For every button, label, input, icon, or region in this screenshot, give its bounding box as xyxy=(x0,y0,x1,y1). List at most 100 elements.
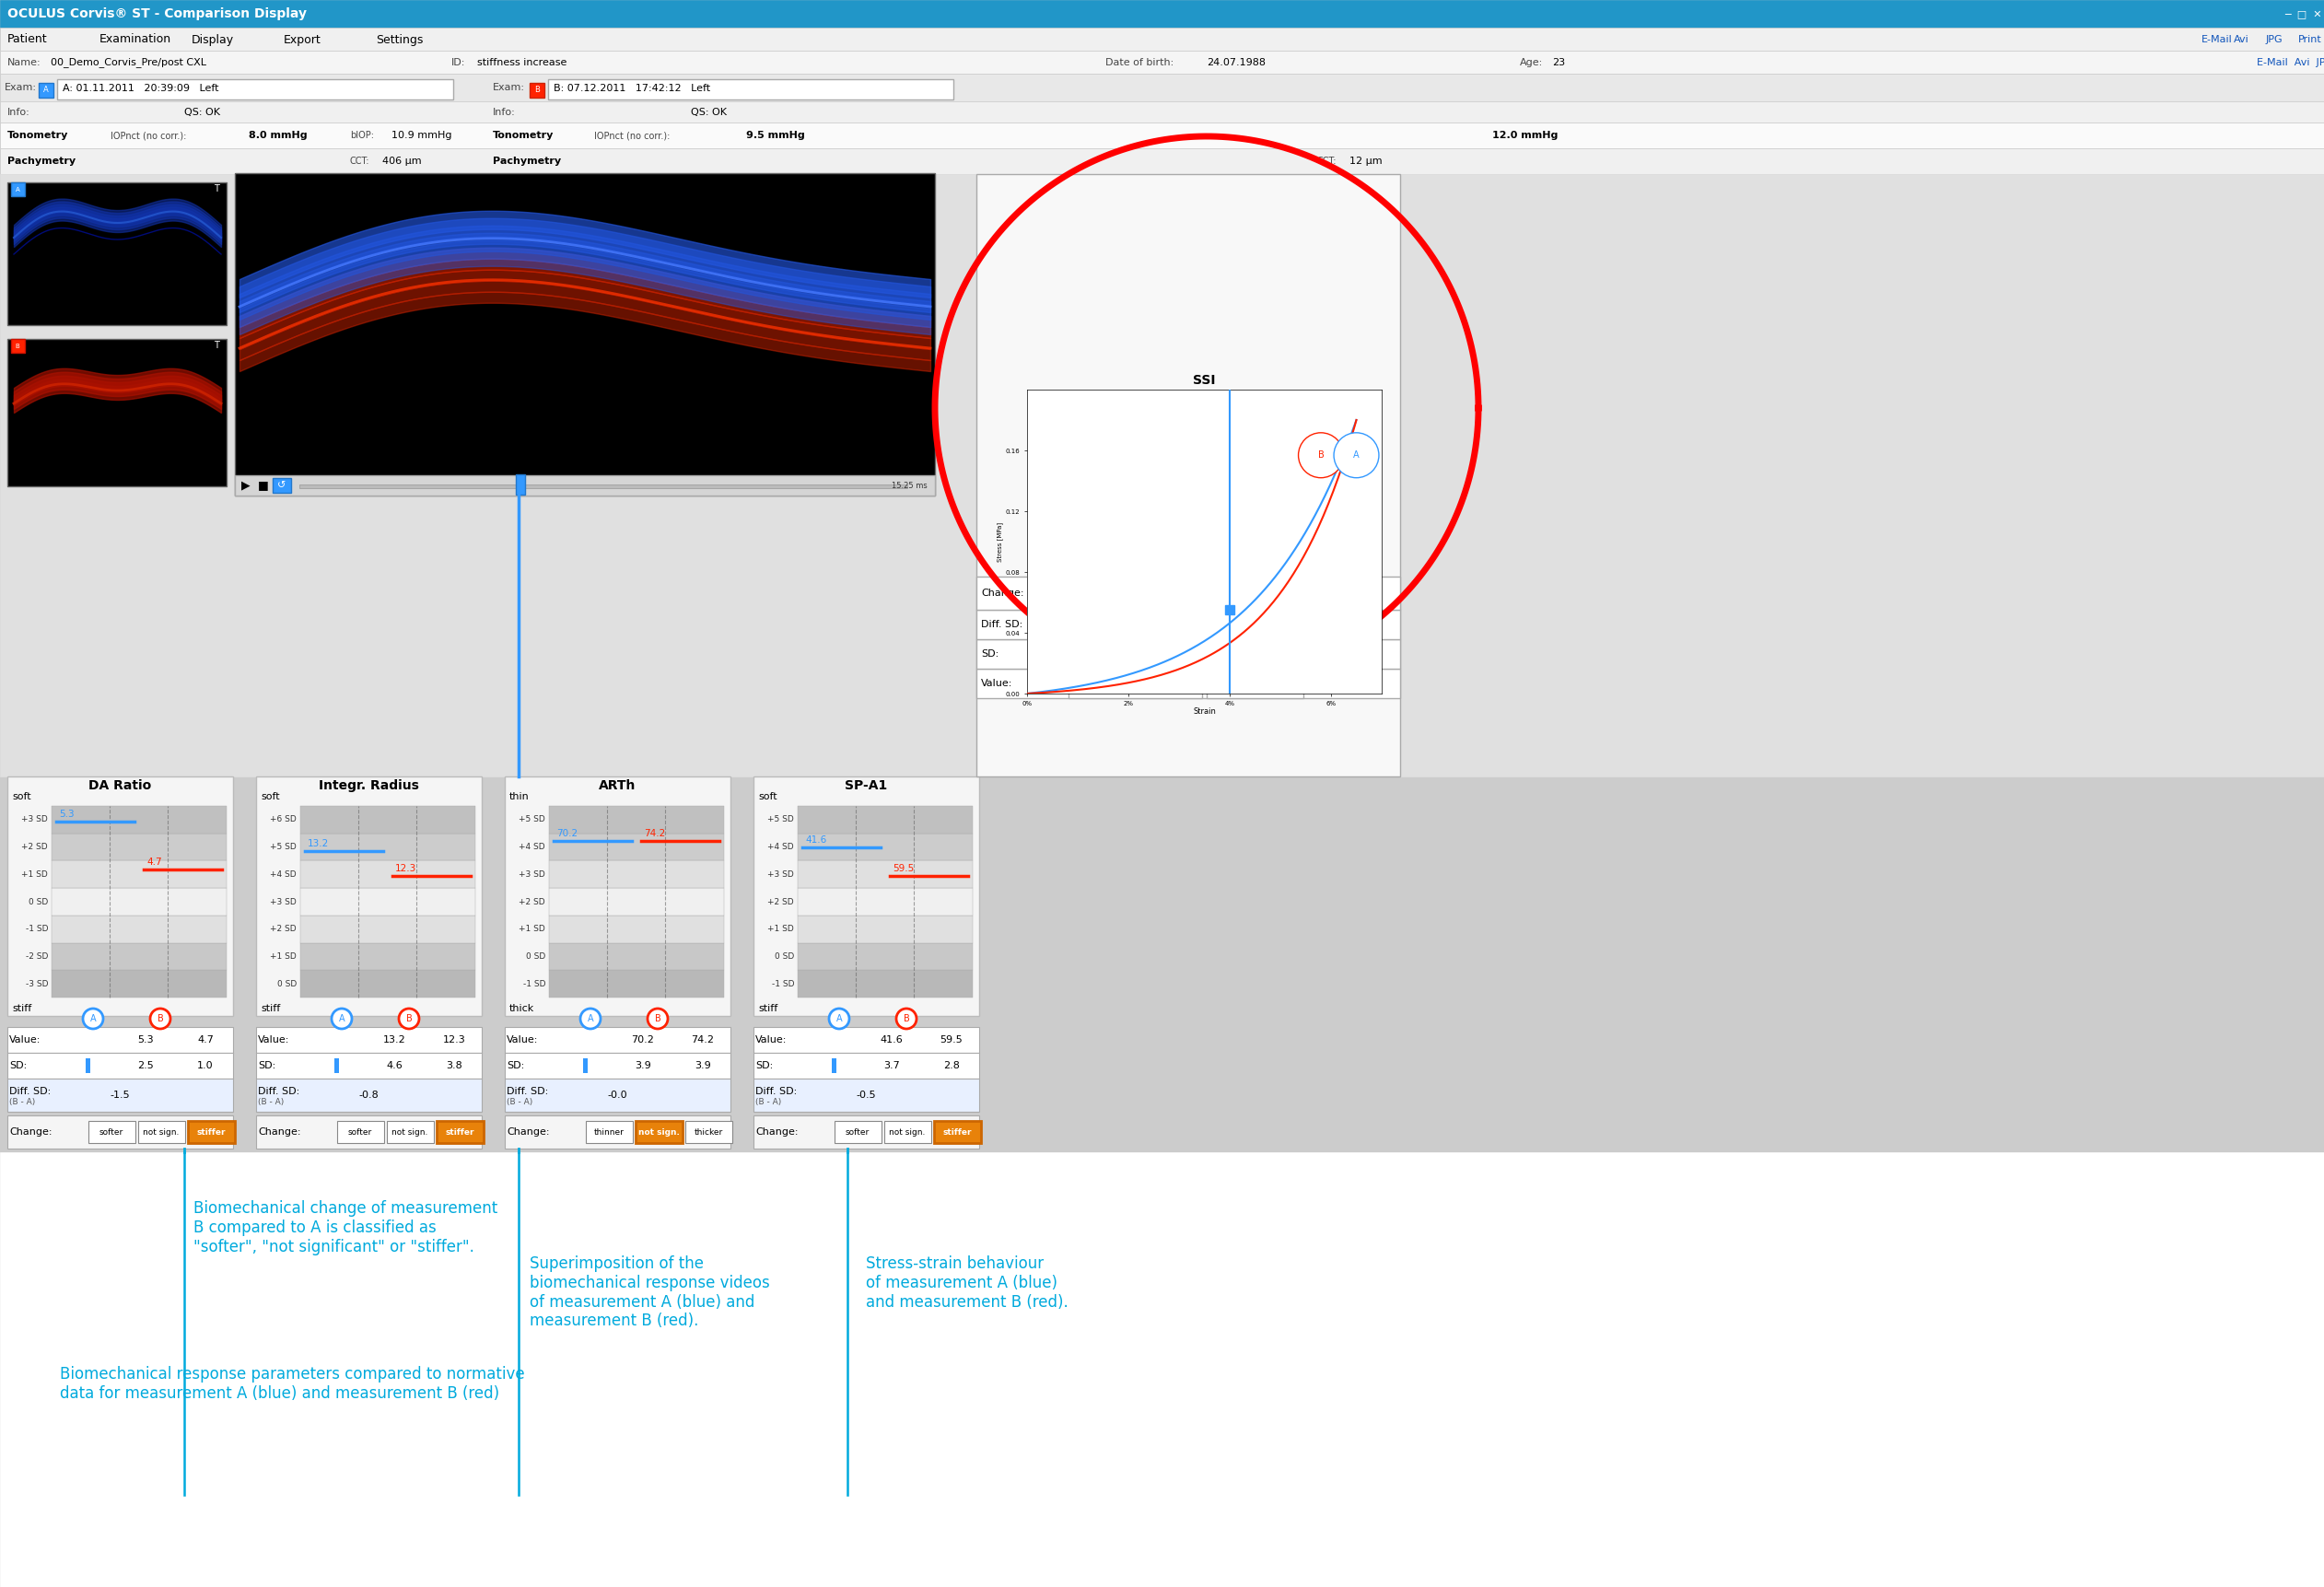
Bar xyxy=(1069,668,1202,698)
Bar xyxy=(300,484,906,489)
Bar xyxy=(548,970,725,998)
Text: 2.5: 2.5 xyxy=(137,1062,153,1070)
Text: -1 SD: -1 SD xyxy=(772,979,795,989)
Text: 406 µm: 406 µm xyxy=(381,157,421,165)
Text: soft: soft xyxy=(758,792,776,801)
Bar xyxy=(504,1079,730,1112)
Title: SSI: SSI xyxy=(1192,375,1215,387)
Text: 74.2: 74.2 xyxy=(644,828,665,838)
Text: B: B xyxy=(16,343,19,349)
Bar xyxy=(7,1052,232,1079)
Text: +4 SD: +4 SD xyxy=(270,870,297,879)
Bar xyxy=(753,1052,978,1079)
Circle shape xyxy=(830,1009,848,1028)
Text: +5 SD: +5 SD xyxy=(767,816,795,824)
Circle shape xyxy=(648,1009,667,1028)
Bar xyxy=(753,1027,978,1052)
Text: 8.0 mmHg: 8.0 mmHg xyxy=(249,130,307,140)
Bar xyxy=(548,943,725,970)
Bar xyxy=(256,1116,481,1149)
Text: Biomechanical response parameters compared to normative
data for measurement A (: Biomechanical response parameters compar… xyxy=(60,1366,525,1401)
Text: 12.3: 12.3 xyxy=(442,1035,465,1044)
Bar xyxy=(300,889,476,916)
Bar xyxy=(976,576,1399,609)
Text: Date of birth:: Date of birth: xyxy=(1106,59,1174,67)
Text: N: N xyxy=(14,341,19,351)
Circle shape xyxy=(151,1009,170,1028)
Text: Diff. SD:: Diff. SD: xyxy=(981,621,1023,628)
Bar xyxy=(548,79,953,100)
Text: 0.3: 0.3 xyxy=(1174,619,1192,630)
Text: -1 SD: -1 SD xyxy=(523,979,546,989)
Bar xyxy=(832,1059,837,1073)
Bar xyxy=(1069,578,1155,606)
Text: 4.7: 4.7 xyxy=(146,859,163,867)
Text: DA Ratio: DA Ratio xyxy=(88,779,151,792)
Bar xyxy=(548,916,725,943)
Bar xyxy=(634,1120,683,1143)
Text: 3.7: 3.7 xyxy=(883,1062,899,1070)
Text: soft: soft xyxy=(260,792,279,801)
Text: SD:: SD: xyxy=(981,649,999,659)
Bar xyxy=(272,478,290,494)
Text: +1 SD: +1 SD xyxy=(518,925,546,933)
Bar xyxy=(300,916,476,943)
Text: 74.2: 74.2 xyxy=(690,1035,713,1044)
Bar xyxy=(0,148,2324,175)
Bar xyxy=(58,79,453,100)
Text: Change:: Change: xyxy=(258,1127,300,1136)
Text: (B - A): (B - A) xyxy=(507,1098,532,1106)
Bar xyxy=(51,970,228,998)
Text: +4 SD: +4 SD xyxy=(767,843,795,851)
Text: SD:: SD: xyxy=(507,1062,525,1070)
Bar xyxy=(0,51,2324,73)
Text: 12.0 mmHg: 12.0 mmHg xyxy=(1492,130,1557,140)
Bar xyxy=(976,609,1399,640)
Bar xyxy=(0,27,2324,51)
Text: ─  □  ✕: ─ □ ✕ xyxy=(2284,10,2322,19)
Bar xyxy=(976,640,1399,668)
Text: stiffer: stiffer xyxy=(1276,589,1308,598)
Text: thin: thin xyxy=(509,792,530,801)
Text: Diff. SD:: Diff. SD: xyxy=(258,1087,300,1097)
Bar xyxy=(256,1079,481,1112)
Text: B: B xyxy=(535,86,539,94)
Circle shape xyxy=(84,1009,102,1028)
Text: 70.2: 70.2 xyxy=(632,1035,655,1044)
Text: 13.2: 13.2 xyxy=(307,838,330,847)
Circle shape xyxy=(332,1009,351,1028)
Text: stiffer: stiffer xyxy=(198,1128,225,1136)
Bar xyxy=(7,183,228,325)
Bar xyxy=(0,102,2324,122)
Text: 3.9: 3.9 xyxy=(634,1062,651,1070)
Text: Export: Export xyxy=(284,33,321,46)
Bar xyxy=(12,183,26,197)
Text: Pachymetry: Pachymetry xyxy=(493,157,560,165)
Bar xyxy=(7,340,228,486)
Text: soft: soft xyxy=(12,792,30,801)
Text: Diff. SD:: Diff. SD: xyxy=(755,1087,797,1097)
Text: A: A xyxy=(44,86,49,94)
Bar xyxy=(976,175,1399,776)
Text: +3 SD: +3 SD xyxy=(767,870,795,879)
Text: SD:: SD: xyxy=(258,1062,277,1070)
Text: not sign.: not sign. xyxy=(393,1128,428,1136)
Text: +3 SD: +3 SD xyxy=(21,816,49,824)
Text: 23: 23 xyxy=(1552,59,1564,67)
Text: +6 SD: +6 SD xyxy=(270,816,297,824)
Text: IOPnct (no corr.):: IOPnct (no corr.): xyxy=(112,130,186,140)
Text: Change:: Change: xyxy=(981,589,1025,598)
Text: JPG: JPG xyxy=(2266,35,2282,44)
Text: softer: softer xyxy=(846,1128,869,1136)
Text: A: A xyxy=(837,1014,841,1024)
Text: B: B xyxy=(655,1014,660,1024)
Bar xyxy=(51,806,228,833)
Text: +2 SD: +2 SD xyxy=(21,843,49,851)
Text: +3 SD: +3 SD xyxy=(518,870,546,879)
Text: +2 SD: +2 SD xyxy=(270,925,297,933)
Bar xyxy=(437,1120,483,1143)
Bar xyxy=(51,943,228,970)
Bar xyxy=(137,1120,186,1143)
Bar xyxy=(1069,640,1202,668)
Text: (B - A): (B - A) xyxy=(9,1098,35,1106)
